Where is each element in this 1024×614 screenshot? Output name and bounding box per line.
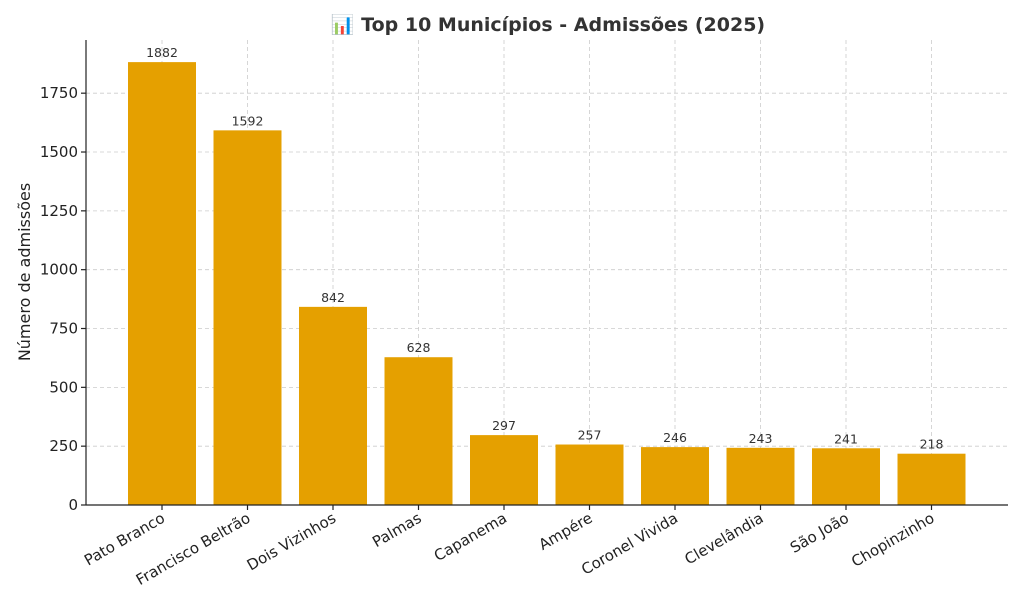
y-tick-label: 1500 xyxy=(40,143,78,161)
x-tick-label: Chopinzinho xyxy=(848,509,937,571)
bars xyxy=(128,62,966,505)
data-label: 243 xyxy=(749,431,773,446)
x-tick-label: Clevelândia xyxy=(682,509,767,568)
y-axis-label: Número de admissões xyxy=(15,183,34,361)
bar xyxy=(470,435,538,505)
data-label: 297 xyxy=(492,418,516,433)
bar xyxy=(641,447,709,505)
bar xyxy=(128,62,196,505)
y-tick-label: 250 xyxy=(49,437,78,455)
y-tick-label: 1750 xyxy=(40,84,78,102)
bar xyxy=(299,306,367,505)
x-tick-label: Capanema xyxy=(431,509,510,565)
y-axis-ticks: 0 250 500 750 1000 1250 1500 1750 xyxy=(40,84,86,514)
bar xyxy=(384,357,453,505)
data-label: 1882 xyxy=(146,45,178,60)
data-label: 1592 xyxy=(232,113,264,128)
data-label: 246 xyxy=(663,430,687,445)
x-tick-label: Palmas xyxy=(369,509,424,551)
data-label: 241 xyxy=(834,431,858,446)
data-label: 628 xyxy=(407,340,431,355)
x-tick-label: Coronel Vivida xyxy=(578,509,681,579)
data-label: 218 xyxy=(920,437,944,452)
x-tick-label: Dois Vizinhos xyxy=(244,509,339,574)
y-tick-label: 1250 xyxy=(40,202,78,220)
chart-title: 📊 Top 10 Municípios - Admissões (2025) xyxy=(331,13,765,36)
bar xyxy=(812,448,880,505)
data-label: 257 xyxy=(578,428,602,443)
x-tick-label: Ampére xyxy=(536,509,596,554)
data-label: 842 xyxy=(321,290,345,305)
data-labels: 1882 1592 842 628 297 257 246 243 241 218 xyxy=(146,45,943,452)
bar xyxy=(897,453,966,505)
y-tick-label: 750 xyxy=(49,320,78,338)
x-tick-label: São João xyxy=(787,509,852,557)
bar xyxy=(726,447,795,505)
y-tick-label: 1000 xyxy=(40,261,78,279)
bar xyxy=(555,444,624,505)
y-tick-label: 0 xyxy=(68,496,78,514)
y-tick-label: 500 xyxy=(49,378,78,396)
gridlines xyxy=(86,40,1008,505)
bar xyxy=(213,130,282,505)
